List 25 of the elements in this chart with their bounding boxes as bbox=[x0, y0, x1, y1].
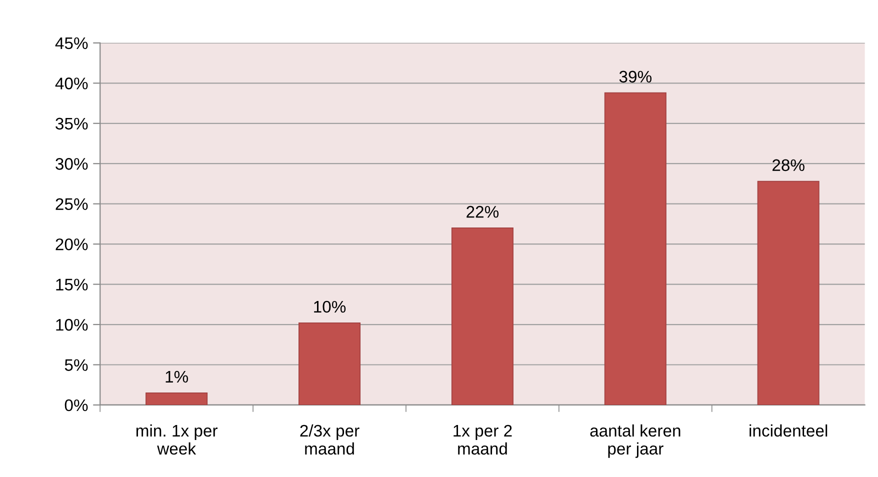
y-tick-label: 45% bbox=[55, 37, 88, 50]
x-tick-label: 1x per 2 maand bbox=[454, 424, 512, 455]
x-tick-label: min. 1x per week bbox=[136, 424, 218, 455]
x-tick-label: incidenteel bbox=[750, 424, 828, 437]
y-tick-label: 40% bbox=[55, 78, 88, 90]
bar bbox=[146, 392, 208, 405]
y-tick-label: 20% bbox=[56, 238, 88, 250]
data-label: 28% bbox=[772, 159, 804, 172]
bar bbox=[451, 228, 514, 405]
y-tick-label: 30% bbox=[56, 158, 88, 170]
bar bbox=[757, 180, 820, 405]
y-tick-label: 15% bbox=[56, 278, 88, 290]
data-label: 22% bbox=[466, 206, 499, 218]
data-label: 10% bbox=[314, 300, 346, 313]
y-tick-label: 25% bbox=[56, 198, 88, 210]
data-label: 1% bbox=[166, 370, 188, 383]
y-tick-label: 5% bbox=[64, 359, 88, 371]
x-tick-label: 2/3x per maand bbox=[300, 424, 360, 455]
y-tick-label: 0% bbox=[64, 399, 88, 412]
data-label: 39% bbox=[619, 70, 652, 83]
bar bbox=[604, 92, 666, 405]
y-tick-label: 10% bbox=[56, 318, 88, 331]
bar bbox=[298, 322, 361, 405]
y-tick-label: 35% bbox=[56, 118, 88, 130]
x-tick-label: aantal keren per jaar bbox=[590, 424, 680, 458]
